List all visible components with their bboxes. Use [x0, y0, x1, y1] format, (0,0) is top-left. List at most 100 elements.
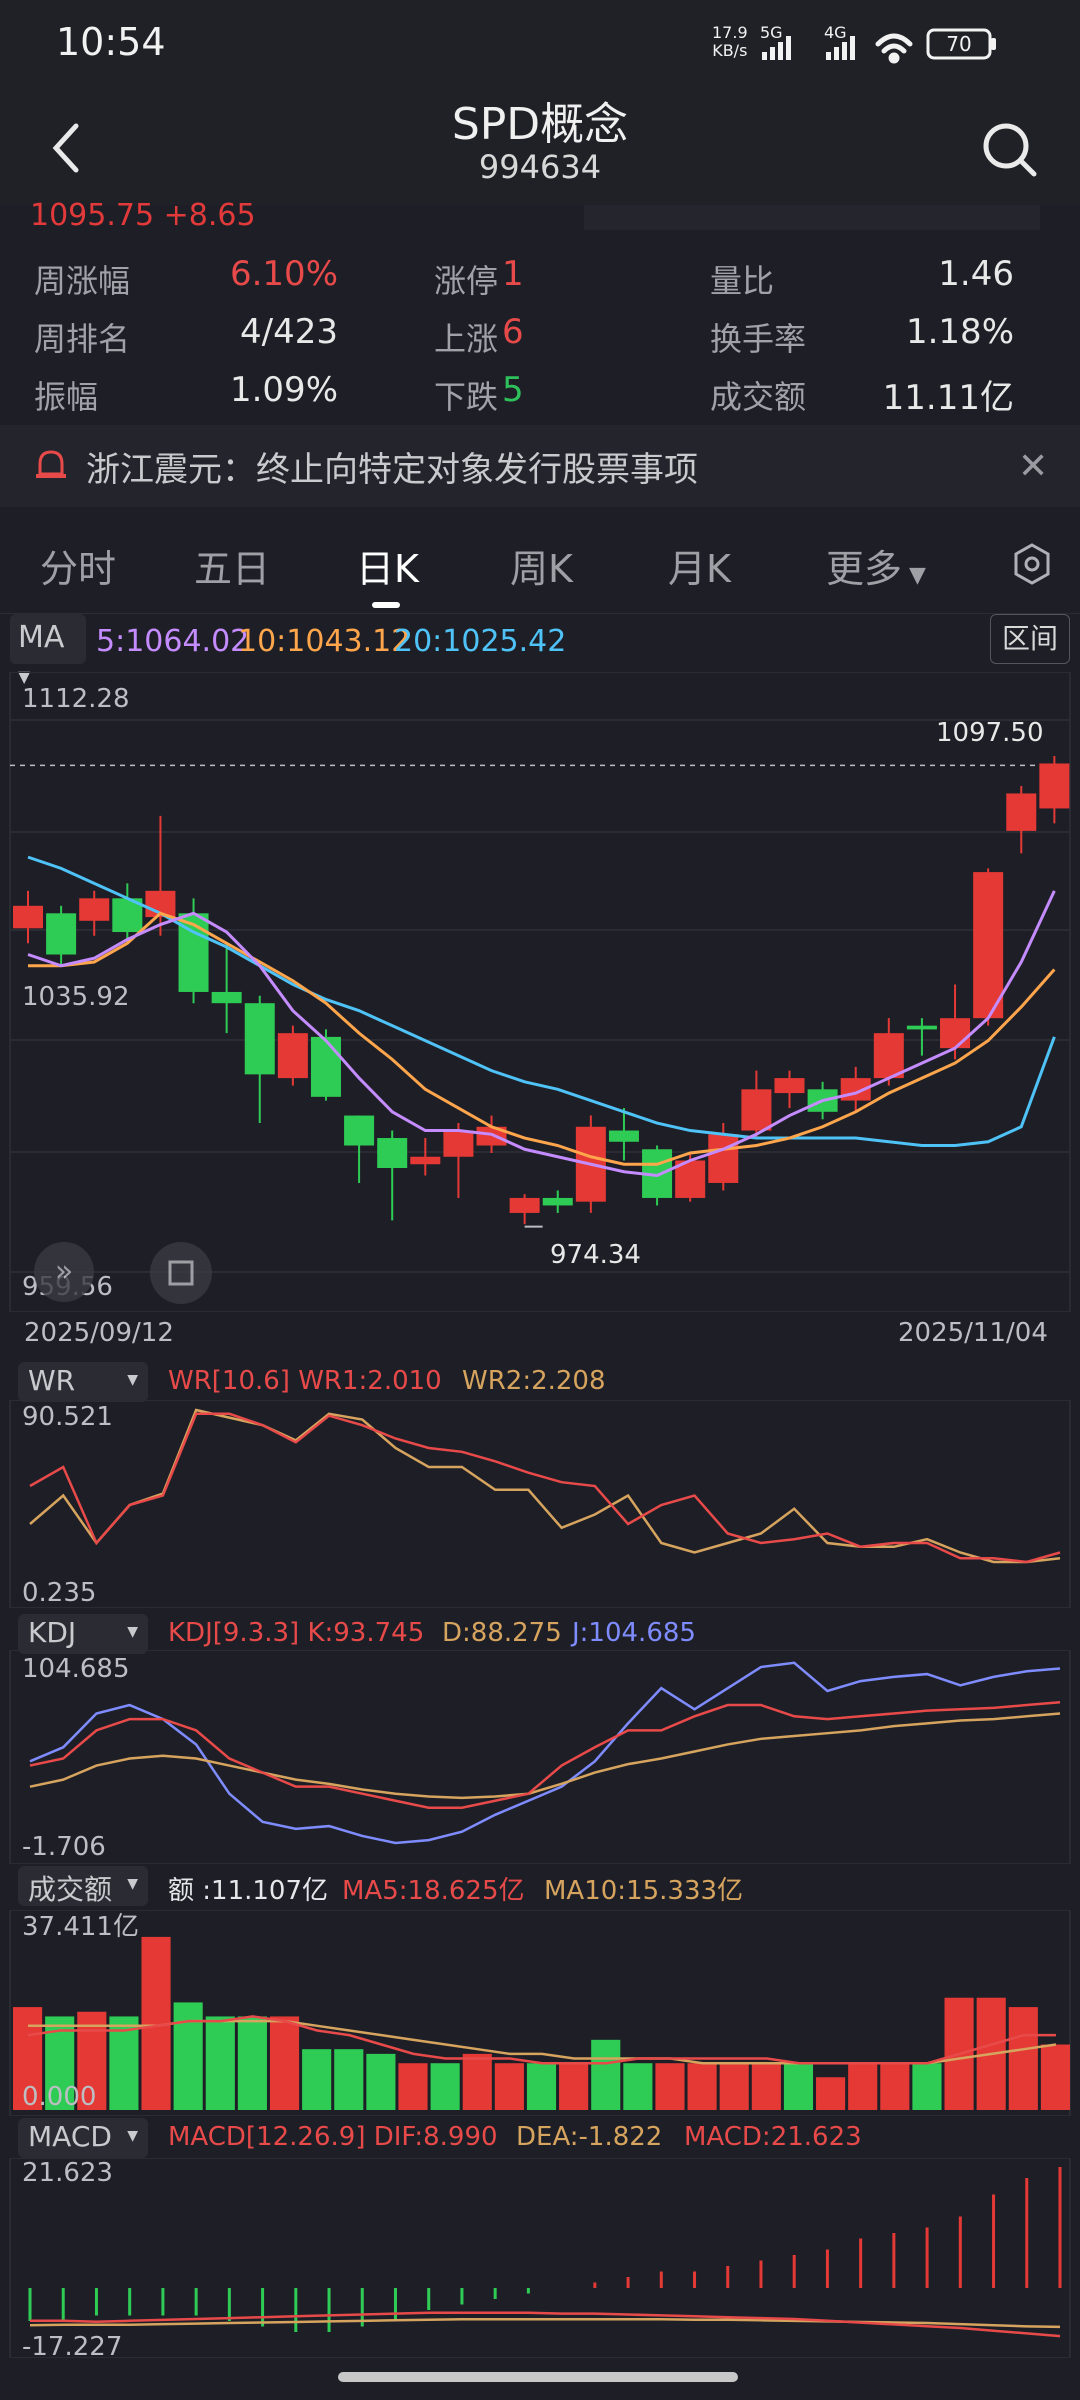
volume-bar — [109, 2016, 139, 2110]
volume-bar — [173, 2002, 203, 2110]
battery-level: 70 — [946, 32, 971, 56]
tab-five-day[interactable]: 五日 — [194, 547, 271, 591]
ma10-legend: 10:1043.12 — [238, 624, 411, 659]
volume-legend-ma10: MA10:15.333亿 — [544, 1876, 744, 1906]
wr2-line — [29, 1408, 1061, 1564]
candle-body — [79, 898, 110, 921]
candle-body — [873, 1033, 904, 1079]
candle-body — [244, 1003, 275, 1075]
kdj-axis-top: 104.685 — [22, 1654, 130, 1684]
candle-body — [13, 905, 43, 929]
caret-down-icon: ▼ — [902, 563, 926, 588]
fullscreen-button[interactable] — [150, 1242, 212, 1304]
wr-legend-2: WR2:2.208 — [462, 1366, 606, 1396]
volume-bar — [687, 2063, 717, 2110]
kdj-axis-bottom: -1.706 — [22, 1832, 106, 1862]
expand-icon[interactable]: » — [34, 1242, 94, 1302]
wr-legend-1: WR[10.6] WR1:2.010 — [168, 1366, 442, 1396]
kline-chart[interactable] — [0, 672, 1080, 1312]
stat-value: 5 — [502, 370, 524, 410]
ma-selector[interactable]: MA ▼ — [10, 614, 86, 686]
home-indicator[interactable] — [338, 2372, 738, 2382]
d-line — [29, 1712, 1061, 1800]
tab-more[interactable]: 更多 ▼ — [826, 547, 926, 591]
volume-bar — [494, 2063, 524, 2110]
volume-bar — [526, 2063, 557, 2110]
volume-bar — [591, 2039, 621, 2110]
date-start: 2025/09/12 — [24, 1318, 174, 1348]
volume-bar — [719, 2063, 749, 2110]
candle-body — [277, 1033, 308, 1079]
tab-monthly-k[interactable]: 月K — [668, 547, 731, 591]
price-quote: 1095.75 +8.65 — [30, 198, 256, 226]
stat-value: 4/423 — [240, 312, 338, 352]
active-tab-underline — [372, 602, 400, 608]
stat-value: 1.18% — [905, 312, 1014, 352]
signal-icon — [762, 36, 791, 60]
battery-icon: 70 — [926, 28, 996, 60]
title-bar — [0, 90, 1080, 205]
volume-bar — [655, 2063, 685, 2110]
status-time: 10:54 — [56, 20, 166, 64]
wifi-icon — [875, 33, 913, 64]
kdj-chart — [9, 1650, 1071, 1864]
close-icon[interactable]: ✕ — [1018, 446, 1049, 487]
stat-label: 成交额 — [710, 378, 807, 416]
macd-legend-dea: DEA:-1.822 — [516, 2122, 663, 2152]
wr-axis-bottom: 0.235 — [22, 1578, 97, 1608]
volume-bar — [430, 2063, 460, 2110]
macd-legend-dif: MACD[12.26.9] DIF:8.990 — [168, 2122, 498, 2152]
date-end: 2025/11/04 — [898, 1318, 1048, 1348]
panel-frame — [9, 2158, 1071, 2358]
stock-code: 994634 — [478, 148, 602, 186]
k-line — [29, 1700, 1061, 1810]
quote-mini-bar — [584, 205, 1040, 230]
volume-bar — [912, 2063, 942, 2110]
tab-daily-k[interactable]: 日K — [356, 547, 419, 591]
volume-bar — [848, 2063, 878, 2110]
signal-4g-label: 4G — [824, 23, 847, 42]
macd-selector[interactable]: MACD ▼ — [18, 2118, 148, 2158]
kdj-selector[interactable]: KDJ ▼ — [18, 1614, 148, 1654]
caret-down-icon: ▼ — [127, 1876, 138, 1892]
range-button[interactable]: 区间 — [990, 614, 1070, 664]
caret-down-icon: ▼ — [127, 1624, 138, 1640]
news-text[interactable]: 浙江震元：终止向特定对象发行股票事项 — [86, 450, 698, 490]
candle-body — [608, 1130, 639, 1142]
volume-legend-ma5: MA5:18.625亿 — [342, 1876, 525, 1906]
network-speed: 17.9 KB/s — [712, 23, 748, 60]
volume-bar — [1008, 2007, 1038, 2110]
dif-line — [30, 2311, 1061, 2338]
tab-bar — [0, 522, 1080, 614]
back-button[interactable] — [44, 118, 88, 178]
candle-body — [940, 1018, 971, 1049]
macd-axis-top: 21.623 — [22, 2158, 113, 2188]
volume-bar — [623, 2063, 653, 2110]
stat-label: 周涨幅 — [34, 262, 131, 300]
news-banner[interactable] — [0, 425, 1080, 507]
ma10-line — [28, 911, 1056, 1166]
search-button[interactable] — [980, 120, 1040, 180]
kdj-legend-j: J:104.685 — [572, 1618, 696, 1648]
volume-bar — [13, 2007, 43, 2110]
volume-selector[interactable]: 成交额 ▼ — [18, 1866, 148, 1906]
macd-chart — [9, 2158, 1071, 2358]
volume-chart — [9, 1910, 1071, 2116]
stat-value: 6 — [502, 312, 524, 352]
ma5-legend: 5:1064.02 — [96, 624, 250, 659]
volume-bar — [816, 2077, 846, 2110]
stat-label: 上涨 — [434, 320, 499, 358]
candle-body — [708, 1134, 739, 1183]
candle-body — [476, 1126, 507, 1146]
candle-body — [410, 1156, 441, 1165]
volume-axis-bottom: 0.000 — [22, 2082, 97, 2112]
volume-bar — [462, 2053, 492, 2110]
settings-icon[interactable] — [1012, 542, 1052, 586]
kdj-legend-k: KDJ[9.3.3] K:93.745 — [168, 1618, 425, 1648]
tab-weekly-k[interactable]: 周K — [510, 547, 573, 591]
candle-body — [1006, 793, 1037, 831]
tab-intraday[interactable]: 分时 — [40, 547, 117, 591]
macd-axis-bottom: -17.227 — [22, 2332, 123, 2362]
volume-bar — [398, 2063, 428, 2110]
wr-selector[interactable]: WR ▼ — [18, 1362, 148, 1402]
